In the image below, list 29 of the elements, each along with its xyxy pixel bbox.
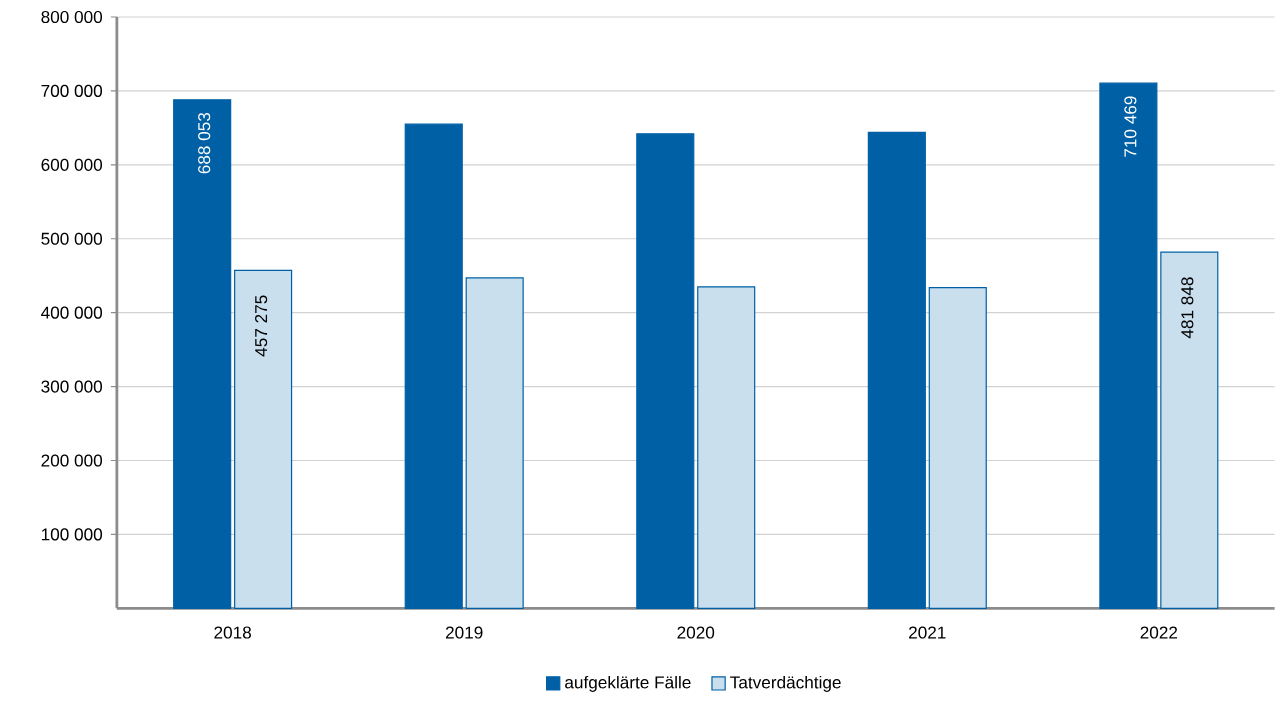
data-label: 688 053 (198, 112, 211, 174)
y-tick-label: 500 000 (41, 232, 103, 245)
data-label: 481 848 (1181, 277, 1194, 339)
legend-label: aufgeklärte Fälle (565, 675, 691, 692)
bar (1160, 251, 1219, 609)
y-tick-label: 300 000 (41, 380, 103, 393)
bar (697, 286, 756, 609)
y-tick-label: 800 000 (41, 10, 103, 23)
x-tick-label: 2020 (677, 626, 715, 639)
bar (465, 277, 524, 609)
bar (928, 286, 987, 609)
bar (1099, 82, 1158, 609)
y-tick-label: 100 000 (41, 528, 103, 541)
bar (404, 123, 463, 609)
data-label: 710 469 (1124, 96, 1137, 157)
y-tick-label: 600 000 (41, 158, 103, 171)
y-tick-label: 200 000 (41, 454, 103, 467)
bar (867, 131, 926, 609)
x-tick-label: 2021 (909, 626, 946, 639)
x-tick-label: 2018 (214, 626, 251, 639)
bar (173, 99, 232, 609)
bar (636, 133, 695, 609)
bar (234, 269, 293, 609)
data-label: 457 275 (255, 295, 268, 357)
y-tick-label: 700 000 (41, 84, 103, 97)
x-tick-label: 2019 (445, 626, 483, 639)
y-tick-label: 400 000 (41, 306, 103, 319)
legend-label: Tatverdächtige (730, 675, 841, 692)
x-tick-label: 2022 (1140, 626, 1178, 639)
